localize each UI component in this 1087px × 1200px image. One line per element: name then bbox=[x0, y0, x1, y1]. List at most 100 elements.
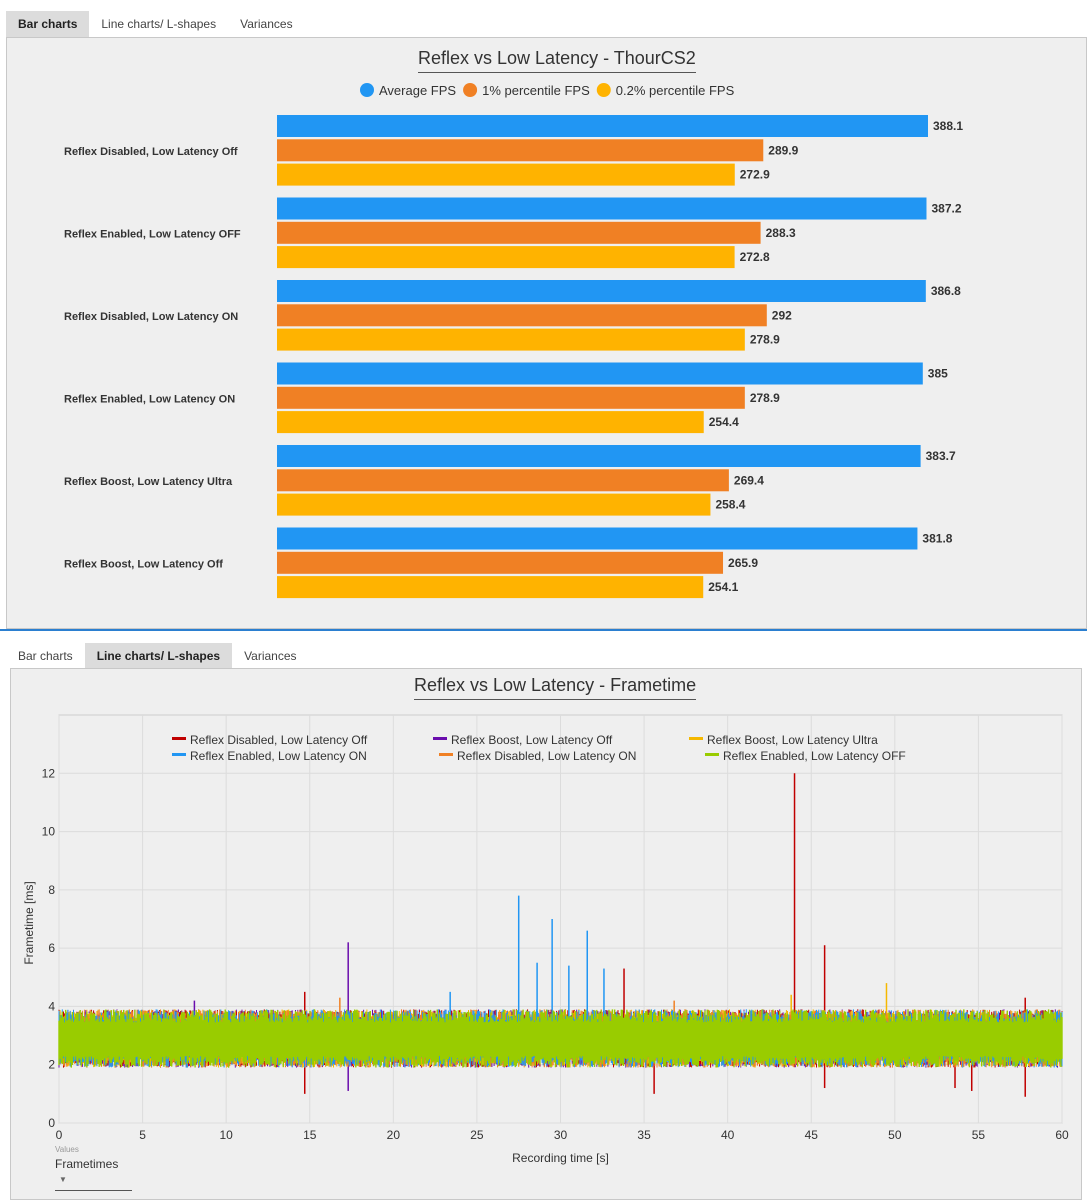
bar-value-label: 387.2 bbox=[931, 202, 961, 216]
bar-chart-title: Reflex vs Low Latency - ThourCS2 bbox=[418, 48, 696, 73]
bar-value-label: 269.4 bbox=[734, 473, 764, 487]
bar-value-label: 289.9 bbox=[768, 143, 798, 157]
legend-label: 1% percentile FPS bbox=[482, 83, 590, 98]
bar-chart-panel: Reflex vs Low Latency - ThourCS2 Average… bbox=[6, 37, 1087, 629]
bar-chart: Average FPS 1% percentile FPS 0.2% percent… bbox=[64, 83, 963, 599]
x-tick-label: 5 bbox=[139, 1128, 146, 1142]
x-tick-label: 10 bbox=[219, 1128, 233, 1142]
category-label: Reflex Disabled, Low Latency Off bbox=[64, 146, 238, 158]
x-tick-label: 20 bbox=[387, 1128, 401, 1142]
x-tick-label: 55 bbox=[972, 1128, 986, 1142]
legend-marker bbox=[172, 737, 186, 740]
bar bbox=[277, 115, 928, 137]
bar bbox=[277, 411, 704, 434]
legend-label: Reflex Enabled, Low Latency OFF bbox=[723, 749, 906, 763]
legend-marker bbox=[439, 753, 453, 756]
top-tabs: Bar charts Line charts/ L-shapes Varianc… bbox=[6, 11, 305, 37]
bar bbox=[277, 280, 926, 302]
x-tick-label: 40 bbox=[721, 1128, 735, 1142]
y-tick-label: 8 bbox=[48, 883, 55, 897]
tab-bar-charts[interactable]: Bar charts bbox=[6, 11, 90, 37]
category-label: Reflex Disabled, Low Latency ON bbox=[64, 311, 238, 323]
y-tick-label: 6 bbox=[48, 941, 55, 955]
bar bbox=[277, 469, 729, 492]
bar bbox=[277, 304, 767, 327]
tab-line-charts[interactable]: Line charts/ L-shapes bbox=[84, 643, 233, 669]
bar bbox=[277, 197, 927, 220]
category-label: Reflex Enabled, Low Latency ON bbox=[64, 394, 235, 406]
legend-label: Reflex Enabled, Low Latency ON bbox=[190, 749, 367, 763]
bar bbox=[277, 362, 923, 385]
legend-label: Reflex Disabled, Low Latency Off bbox=[190, 733, 368, 747]
bar-value-label: 254.1 bbox=[708, 580, 738, 594]
legend-marker bbox=[689, 737, 703, 740]
x-tick-label: 45 bbox=[805, 1128, 819, 1142]
bar bbox=[277, 221, 761, 244]
bar-value-label: 272.8 bbox=[740, 250, 770, 264]
category-label: Reflex Enabled, Low Latency OFF bbox=[64, 229, 241, 241]
bar-value-label: 278.9 bbox=[750, 391, 780, 405]
bar bbox=[277, 386, 745, 409]
bar-value-label: 288.3 bbox=[766, 226, 796, 240]
bar bbox=[277, 576, 704, 599]
bar bbox=[277, 551, 724, 574]
bar bbox=[277, 163, 735, 186]
tab-variances[interactable]: Variances bbox=[240, 17, 293, 31]
legend-label: Reflex Boost, Low Latency Ultra bbox=[707, 733, 878, 747]
line-chart-title: Reflex vs Low Latency - Frametime bbox=[414, 675, 697, 700]
bar-value-label: 385 bbox=[928, 367, 948, 381]
x-tick-label: 30 bbox=[554, 1128, 568, 1142]
y-tick-label: 0 bbox=[48, 1116, 55, 1130]
legend-marker bbox=[433, 737, 447, 740]
bar-value-label: 388.1 bbox=[933, 119, 963, 133]
y-axis-label: Frametime [ms] bbox=[22, 881, 36, 964]
legend-label: Reflex Disabled, Low Latency ON bbox=[457, 749, 636, 763]
y-tick-label: 10 bbox=[42, 825, 56, 839]
x-tick-label: 0 bbox=[56, 1128, 63, 1142]
bar-value-label: 386.8 bbox=[931, 284, 961, 298]
category-label: Reflex Boost, Low Latency Ultra bbox=[64, 476, 233, 488]
values-label: Values bbox=[55, 1145, 79, 1154]
legend-marker bbox=[172, 753, 186, 756]
values-selected: Frametimes bbox=[55, 1157, 119, 1171]
x-tick-label: 15 bbox=[303, 1128, 317, 1142]
series-line bbox=[58, 1009, 1063, 1068]
bar bbox=[277, 328, 745, 351]
category-label: Reflex Boost, Low Latency Off bbox=[64, 559, 223, 571]
y-tick-label: 4 bbox=[48, 999, 55, 1013]
tab-bar-charts[interactable]: Bar charts bbox=[18, 649, 73, 663]
bar-value-label: 265.9 bbox=[728, 556, 758, 570]
x-axis-label: Recording time [s] bbox=[512, 1151, 609, 1165]
bar-value-label: 292 bbox=[772, 308, 792, 322]
tab-variances[interactable]: Variances bbox=[244, 649, 297, 663]
bar bbox=[277, 493, 711, 516]
bar-value-label: 254.4 bbox=[709, 415, 739, 429]
x-tick-label: 25 bbox=[470, 1128, 484, 1142]
bar-value-label: 258.4 bbox=[715, 498, 745, 512]
values-dropdown[interactable]: Values Frametimes ▼ bbox=[55, 1145, 132, 1191]
legend-marker bbox=[705, 753, 719, 756]
bar-value-label: 381.8 bbox=[922, 532, 952, 546]
x-tick-label: 60 bbox=[1055, 1128, 1069, 1142]
legend-label: 0.2% percentile FPS bbox=[616, 83, 735, 98]
legend-label: Reflex Boost, Low Latency Off bbox=[451, 733, 613, 747]
chevron-down-icon: ▼ bbox=[59, 1175, 67, 1184]
pane-splitter[interactable] bbox=[0, 629, 1087, 631]
legend-label: Average FPS bbox=[379, 83, 456, 98]
x-tick-label: 35 bbox=[637, 1128, 651, 1142]
legend-marker bbox=[360, 83, 374, 97]
bar bbox=[277, 527, 918, 550]
x-tick-label: 50 bbox=[888, 1128, 902, 1142]
bar-value-label: 383.7 bbox=[926, 449, 956, 463]
bar-value-label: 278.9 bbox=[750, 333, 780, 347]
bar bbox=[277, 139, 764, 162]
y-tick-label: 12 bbox=[42, 766, 56, 780]
legend-marker bbox=[463, 83, 478, 97]
y-tick-label: 2 bbox=[48, 1058, 55, 1072]
tab-line-charts[interactable]: Line charts/ L-shapes bbox=[101, 17, 217, 31]
bar-value-label: 272.9 bbox=[740, 168, 770, 182]
legend-marker bbox=[596, 83, 611, 97]
bar bbox=[277, 246, 735, 269]
bar bbox=[277, 445, 921, 467]
